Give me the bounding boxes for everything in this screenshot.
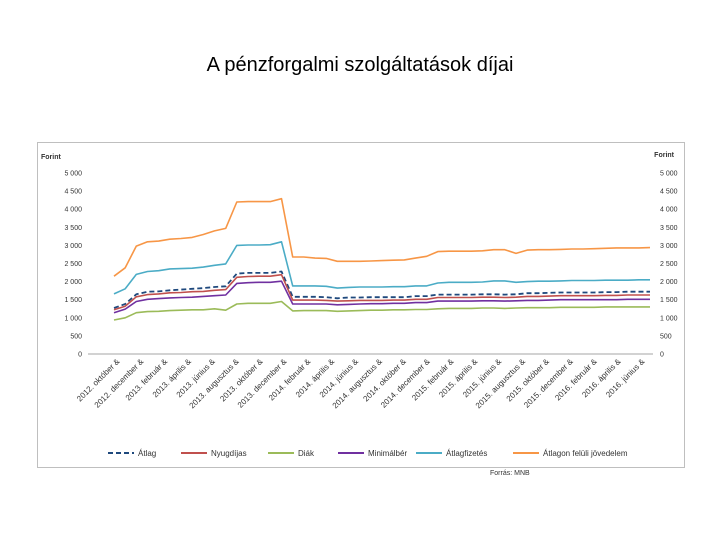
y-tick-label-right: 0 <box>660 352 664 359</box>
series-line <box>113 241 650 295</box>
series-line <box>113 280 650 314</box>
x-tick-label: 2014. február & <box>267 357 313 403</box>
legend-label: Átlag <box>138 449 156 458</box>
legend-label: Nyugdíjas <box>211 449 247 458</box>
y-tick-label-left: 3 000 <box>64 243 82 250</box>
y-tick-label-left: 1 500 <box>64 297 82 304</box>
y-axis-left-title: Forint <box>41 154 61 161</box>
series-line <box>113 273 650 311</box>
x-tick-label: 2016. február & <box>553 357 599 403</box>
y-tick-label-left: 2 500 <box>64 261 82 268</box>
y-tick-label-right: 2 000 <box>660 279 678 286</box>
x-tick-label: 2015. február & <box>410 357 456 403</box>
y-tick-label-right: 2 500 <box>660 261 678 268</box>
chart-frame: Forint Forint 0 0 500 500 1 000 1 000 1 500 1 500… <box>37 142 685 468</box>
y-axis-right-title: Forint <box>654 152 674 159</box>
series-line <box>113 197 651 277</box>
y-tick-label-right: 500 <box>660 333 672 340</box>
y-tick-label-left: 2 000 <box>64 279 82 286</box>
y-tick-label-right: 5 000 <box>660 171 678 178</box>
legend-label: Átlagfizetés <box>446 449 487 458</box>
line-chart: Forint Forint 0 0 500 500 1 000 1 000 1 500 1 500… <box>41 152 678 458</box>
y-tick-label-right: 1 000 <box>660 315 678 322</box>
legend-label: Diák <box>298 449 315 458</box>
y-tick-label-right: 4 000 <box>660 207 678 214</box>
series-line <box>113 270 650 309</box>
source-note: Forrás: MNB <box>490 470 530 477</box>
legend-label: Átlagon felüli jövedelem <box>543 449 628 458</box>
y-tick-label-left: 4 500 <box>64 189 82 196</box>
y-tick-label-right: 3 500 <box>660 225 678 232</box>
x-tick-label: 2013. február & <box>124 357 170 403</box>
y-tick-label-right: 3 000 <box>660 243 678 250</box>
y-tick-label-left: 0 <box>78 352 82 359</box>
y-tick-label-left: 1 000 <box>64 315 82 322</box>
legend-label: Minimálbér <box>368 449 407 458</box>
y-tick-label-right: 4 500 <box>660 189 678 196</box>
y-tick-label-left: 500 <box>70 333 82 340</box>
y-tick-label-left: 3 500 <box>64 225 82 232</box>
slide-title: A pénzforgalmi szolgáltatások díjai <box>206 54 514 76</box>
y-tick-label-right: 1 500 <box>660 297 678 304</box>
y-tick-label-left: 4 000 <box>64 207 82 214</box>
series-line <box>113 300 650 321</box>
y-tick-label-left: 5 000 <box>64 171 82 178</box>
